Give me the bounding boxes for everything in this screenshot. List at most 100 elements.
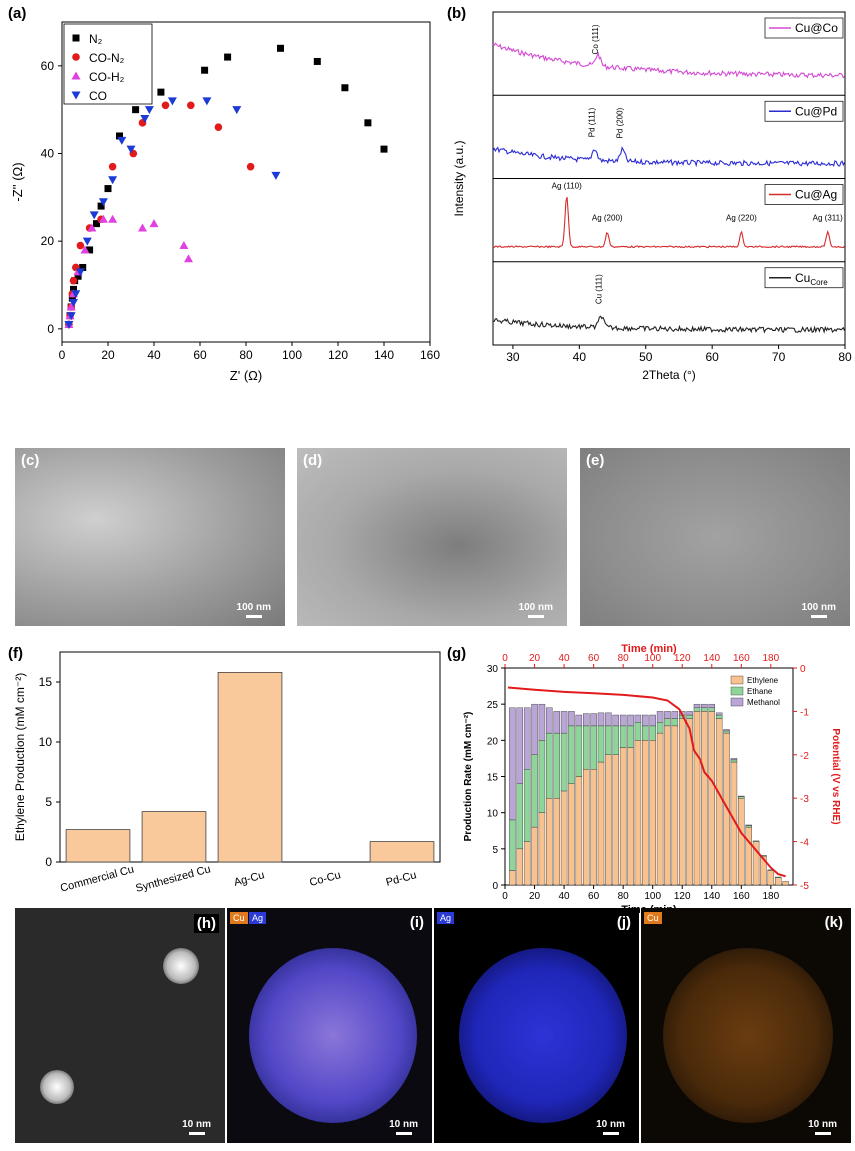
data-point (138, 223, 147, 232)
legend-box (764, 17, 844, 39)
panel-label-g: (g) (447, 645, 466, 662)
x-tick-label: 80 (239, 348, 253, 362)
legend-label: Cu@Co (795, 21, 838, 35)
legend-box (764, 184, 844, 205)
data-point (149, 219, 159, 228)
data-point (277, 44, 284, 52)
potential-line (507, 686, 786, 878)
stack-0 (546, 797, 553, 886)
ethylene-bar-chart: (f) 0 5 10 15 Ethylene Production (mM cm⁻²) Co… (8, 645, 441, 895)
stack-1 (627, 725, 634, 748)
haadf-image-h: (h) 10 nm (15, 908, 225, 1143)
x-tick-label: 80 (838, 350, 852, 364)
legend-marker (71, 71, 81, 80)
stack-2 (627, 714, 634, 727)
particle-small (40, 1070, 74, 1104)
y-tick-label: 0 (47, 322, 54, 336)
scalebar-d: 100 nm (519, 602, 553, 618)
y-tick-label: 25 (487, 700, 499, 711)
data-point (246, 162, 255, 171)
x2-tick-label: 40 (559, 653, 571, 664)
y-tick-label: 5 (492, 845, 498, 856)
data-point (364, 119, 372, 127)
panel-f: (f) 0 5 10 15 Ethylene Production (mM cm⁻²) Co… (0, 640, 445, 905)
y-tick-label: 40 (41, 147, 55, 161)
stack-0 (649, 740, 656, 886)
data-point (108, 214, 118, 223)
legend-box (764, 267, 844, 289)
x-tick-label: 160 (733, 891, 750, 902)
x-tick-label: 100 (644, 891, 661, 902)
cu-particle (663, 948, 833, 1123)
stack-2 (634, 714, 642, 723)
y-tick-label: 10 (39, 735, 53, 749)
x2-tick-label: 80 (618, 653, 630, 664)
stack-0 (679, 718, 686, 886)
y-axis-label: Intensity (a.u.) (452, 140, 466, 216)
stack-0 (597, 761, 605, 886)
y-tick-label: 20 (41, 234, 55, 248)
data-point (184, 254, 193, 263)
x-tick-label: 70 (772, 350, 786, 364)
legend-box (764, 100, 844, 122)
panel-label-k: (k) (824, 914, 843, 931)
legend-swatch (730, 697, 744, 707)
x-tick-label: 40 (147, 348, 161, 362)
data-point (271, 171, 281, 180)
stack-1 (671, 718, 679, 727)
x2-tick-label: 160 (733, 653, 750, 664)
panel-label-h: (h) (193, 914, 219, 933)
stack-1 (553, 732, 560, 799)
x-tick-label: Pd-Cu (385, 869, 418, 889)
y-tick-label: 30 (487, 664, 499, 675)
legend: N₂ CO-N₂ CO-H₂ CO (63, 23, 153, 105)
panel-label-f: (f) (8, 645, 23, 662)
scalebar-h: 10 nm (182, 1119, 211, 1135)
stack-2 (531, 703, 538, 755)
stack-1 (560, 732, 568, 792)
ag-cu-particle (249, 948, 417, 1123)
stack-0 (553, 797, 560, 886)
data-point (89, 211, 99, 220)
data-point (69, 276, 78, 285)
x-tick-label: Co-Cu (308, 869, 342, 889)
stack-1 (568, 725, 575, 784)
stack-2 (671, 711, 679, 719)
stack-0 (523, 841, 531, 886)
stack-2 (649, 714, 656, 727)
stack-2 (730, 758, 738, 761)
data-point (98, 198, 108, 207)
y-axis-label: -Z'' (Ω) (10, 162, 25, 201)
y-axis-label: Production Rate (mM cm⁻²) (463, 712, 474, 842)
stack-1 (575, 725, 583, 777)
data-point (66, 312, 76, 321)
data-point (66, 302, 76, 311)
x-tick-label: 180 (763, 891, 780, 902)
stack-0 (605, 754, 612, 886)
stack-2 (583, 713, 590, 727)
legend-label: CO-H₂ (89, 70, 125, 84)
x-tick-label: Ag-Cu (233, 869, 266, 889)
stack-2 (553, 711, 560, 734)
stack-1 (745, 825, 752, 828)
x-tick-label: 160 (420, 348, 440, 362)
stack-2 (723, 729, 730, 732)
y2-tick-label: -4 (800, 838, 809, 849)
scalebar-j: 10 nm (596, 1119, 625, 1135)
panel-label-c: (c) (21, 452, 40, 469)
stack-1 (715, 714, 723, 719)
peak-label: Co (111) (591, 24, 600, 54)
stack-2 (612, 714, 619, 727)
stack-2 (538, 703, 546, 741)
data-point (117, 136, 127, 145)
peak-label: Ag (200) (592, 213, 623, 222)
data-point (108, 176, 118, 185)
stack-0 (634, 740, 642, 886)
stack-1 (597, 725, 605, 763)
x-tick-label: 0 (59, 348, 66, 362)
legend-swatch (730, 675, 744, 685)
y-axis-label: Ethylene Production (mM cm⁻²) (13, 673, 27, 841)
stack-1 (516, 783, 523, 850)
stack-2 (516, 707, 523, 784)
peak-label: Ag (110) (552, 181, 582, 190)
